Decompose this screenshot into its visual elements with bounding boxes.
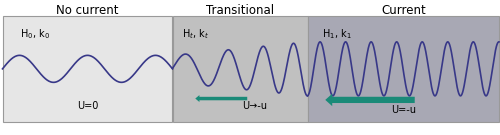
Text: Current: Current bbox=[381, 4, 426, 17]
Text: H$_0$, k$_0$: H$_0$, k$_0$ bbox=[20, 27, 50, 41]
Text: Transitional: Transitional bbox=[206, 4, 274, 17]
Text: H$_t$, k$_t$: H$_t$, k$_t$ bbox=[182, 27, 208, 41]
Text: No current: No current bbox=[56, 4, 119, 17]
Bar bbox=[308, 16, 499, 122]
Bar bbox=[172, 16, 308, 122]
Text: U=0: U=0 bbox=[77, 101, 98, 111]
Text: H$_1$, k$_1$: H$_1$, k$_1$ bbox=[322, 27, 352, 41]
Text: U→-u: U→-u bbox=[242, 101, 268, 111]
Text: U=-u: U=-u bbox=[391, 105, 416, 115]
Bar bbox=[2, 16, 172, 122]
